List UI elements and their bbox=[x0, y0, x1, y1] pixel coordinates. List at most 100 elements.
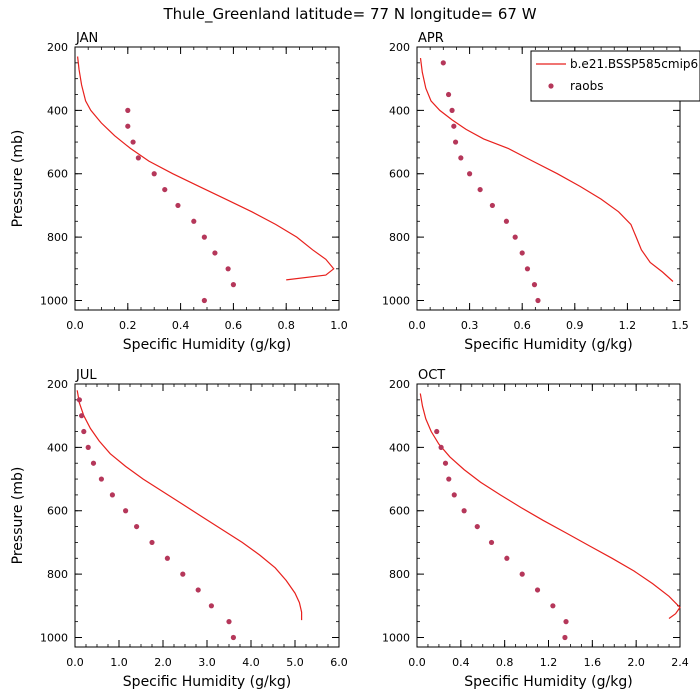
x-tick-label: 0.3 bbox=[461, 319, 479, 332]
raobs-point bbox=[85, 444, 91, 450]
panel-label: OCT bbox=[418, 368, 445, 383]
y-tick-label: 200 bbox=[47, 41, 68, 54]
model-profile-line bbox=[76, 390, 303, 621]
y-tick-label: 1000 bbox=[382, 631, 410, 644]
raobs-point bbox=[504, 555, 510, 561]
y-tick-label: 800 bbox=[389, 568, 410, 581]
plot-frame bbox=[74, 46, 340, 311]
x-tick-label: 0.0 bbox=[66, 319, 84, 332]
y-tick-label: 800 bbox=[47, 231, 68, 244]
x-tick-label: 1.5 bbox=[671, 319, 689, 332]
raobs-point bbox=[438, 444, 444, 450]
x-tick-label: 1.0 bbox=[330, 319, 348, 332]
raobs-point bbox=[180, 571, 186, 577]
x-tick-label: 4.0 bbox=[242, 656, 260, 669]
x-tick-label: 0.8 bbox=[496, 656, 514, 669]
x-tick-label: 2.0 bbox=[627, 656, 645, 669]
raobs-point bbox=[164, 555, 170, 561]
panel-jan: JAN 0.0 0.2 0.4 0.6 0.8 1.0 200 400 600 800 1000 Spe… bbox=[10, 31, 348, 353]
x-tick-label: 0.8 bbox=[277, 319, 295, 332]
raobs-point bbox=[451, 123, 457, 129]
raobs-point bbox=[212, 250, 218, 256]
raobs-point bbox=[440, 60, 446, 66]
y-tick-label: 400 bbox=[47, 441, 68, 454]
raobs-point bbox=[191, 218, 197, 224]
raobs-point bbox=[489, 202, 495, 209]
raobs-point bbox=[452, 139, 459, 145]
y-tick-label: 400 bbox=[47, 104, 68, 117]
panel-oct: OCT 0.0 0.4 0.8 1.2 1.6 2.0 2.4 200 400 600 800 1000… bbox=[382, 368, 689, 690]
y-tick-label: 600 bbox=[47, 168, 68, 181]
x-axis-label: Specific Humidity (g/kg) bbox=[123, 674, 291, 690]
raobs-point bbox=[503, 218, 510, 224]
raobs-point bbox=[134, 523, 140, 530]
panel-label: JAN bbox=[75, 31, 98, 46]
x-tick-label: 0.4 bbox=[452, 656, 470, 669]
y-tick-label: 800 bbox=[389, 231, 410, 244]
raobs-point bbox=[135, 155, 141, 161]
raobs-point bbox=[445, 91, 452, 98]
raobs-point bbox=[531, 282, 538, 288]
raobs-point bbox=[550, 603, 556, 609]
x-tick-label: 2.0 bbox=[154, 656, 172, 669]
raobs-point bbox=[230, 282, 236, 288]
x-tick-label: 0.6 bbox=[225, 319, 243, 332]
raobs-point bbox=[201, 234, 207, 240]
y-tick-label: 600 bbox=[47, 505, 68, 518]
plot-frame bbox=[74, 383, 340, 648]
x-tick-label: 1.6 bbox=[584, 656, 602, 669]
raobs-point bbox=[98, 476, 104, 482]
x-tick-label: 1.0 bbox=[110, 656, 128, 669]
raobs-point bbox=[81, 428, 87, 435]
panel-label: JUL bbox=[75, 368, 97, 383]
x-axis-label: Specific Humidity (g/kg) bbox=[464, 674, 632, 690]
legend-marker-swatch bbox=[548, 83, 554, 89]
raobs-point bbox=[109, 492, 115, 498]
raobs-point bbox=[125, 107, 131, 113]
panels: JAN 0.0 0.2 0.4 0.6 0.8 1.0 200 400 600 800 1000 Spe… bbox=[10, 31, 689, 690]
raobs-point bbox=[524, 266, 531, 272]
y-axis-label: Pressure (mb) bbox=[10, 130, 26, 228]
raobs-point bbox=[519, 571, 525, 577]
raobs-point bbox=[535, 297, 541, 304]
y-tick-label: 800 bbox=[47, 568, 68, 581]
y-tick-label: 600 bbox=[389, 168, 410, 181]
x-axis-label: Specific Humidity (g/kg) bbox=[123, 337, 291, 353]
legend-box bbox=[530, 50, 700, 102]
y-tick-label: 400 bbox=[389, 441, 410, 454]
y-tick-label: 1000 bbox=[40, 294, 68, 307]
x-tick-label: 1.2 bbox=[619, 319, 637, 332]
x-tick-label: 0.0 bbox=[66, 656, 84, 669]
raobs-point bbox=[90, 460, 97, 466]
raobs-point bbox=[458, 155, 464, 161]
figure-title: Thule_Greenland latitude= 77 N longitude… bbox=[162, 5, 536, 24]
raobs-point bbox=[226, 619, 232, 625]
panel-apr: APR 0.0 0.3 0.6 0.9 1.2 1.5 200 400 600 800 1000 Spe… bbox=[382, 31, 689, 353]
raobs-point bbox=[449, 107, 455, 113]
model-profile-line bbox=[419, 58, 674, 282]
raobs-point bbox=[162, 186, 168, 193]
raobs-point bbox=[442, 460, 449, 466]
raobs-point bbox=[125, 123, 131, 129]
raobs-point bbox=[519, 250, 525, 256]
model-profile-line bbox=[419, 393, 681, 619]
x-tick-label: 0.6 bbox=[513, 319, 531, 332]
raobs-point bbox=[461, 508, 467, 514]
x-tick-label: 6.0 bbox=[330, 656, 348, 669]
raobs-point bbox=[474, 523, 480, 530]
y-tick-label: 600 bbox=[389, 505, 410, 518]
y-tick-label: 200 bbox=[389, 41, 410, 54]
x-tick-label: 2.4 bbox=[671, 656, 689, 669]
x-axis-label: Specific Humidity (g/kg) bbox=[464, 337, 632, 353]
y-axis-label: Pressure (mb) bbox=[10, 467, 26, 565]
raobs-point bbox=[149, 539, 155, 546]
raobs-point bbox=[76, 397, 82, 403]
raobs-point bbox=[79, 413, 85, 419]
y-tick-label: 200 bbox=[47, 378, 68, 391]
raobs-point bbox=[434, 428, 440, 435]
y-tick-label: 200 bbox=[389, 378, 410, 391]
panel-jul: JUL 0.0 1.0 2.0 3.0 4.0 5.0 6.0 200 400 600 800 1000… bbox=[10, 368, 348, 690]
raobs-point bbox=[208, 603, 214, 609]
raobs-point bbox=[195, 587, 201, 593]
